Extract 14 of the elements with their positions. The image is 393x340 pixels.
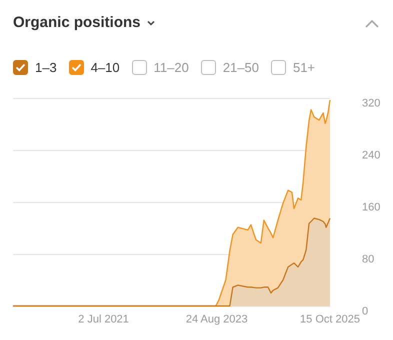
chart-title: Organic positions <box>13 14 141 31</box>
y-tick-label: 160 <box>362 202 380 214</box>
legend-label: 4–10 <box>90 60 120 75</box>
y-tick-label: 0 <box>362 306 368 318</box>
x-tick-label: 24 Aug 2023 <box>186 314 248 326</box>
legend-label: 21–50 <box>222 60 259 75</box>
legend-label: 11–20 <box>154 60 189 75</box>
legend-label: 1–3 <box>35 60 57 75</box>
y-tick-label: 240 <box>362 150 380 162</box>
legend-label: 51+ <box>292 60 316 75</box>
x-tick-label: 2 Jul 2021 <box>78 314 129 326</box>
y-tick-label: 320 <box>362 98 380 110</box>
y-tick-label: 80 <box>362 254 374 266</box>
x-tick-label: 15 Oct 2025 <box>300 314 360 326</box>
